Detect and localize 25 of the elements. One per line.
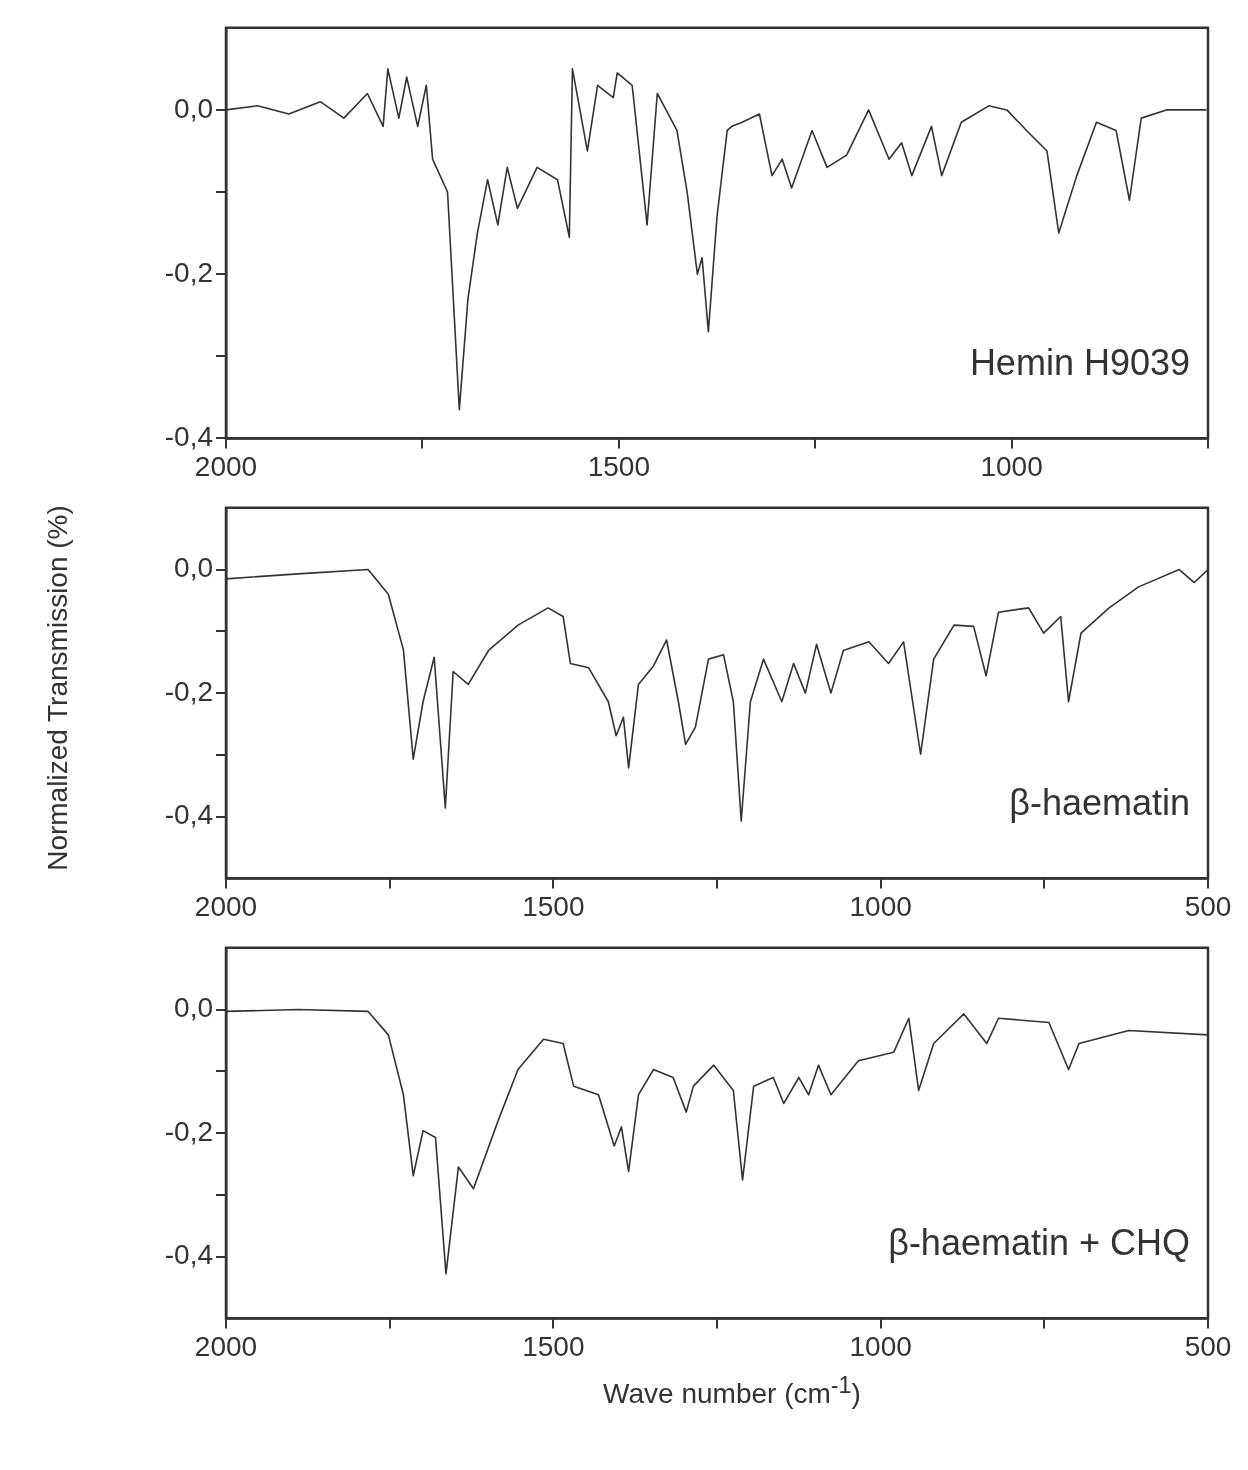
- y-tick-label: 0,0: [174, 92, 213, 124]
- x-tick-label: 1000: [849, 1330, 912, 1362]
- x-tick-label: 500: [1184, 890, 1232, 922]
- y-tick-label: -0,2: [164, 1115, 213, 1147]
- y-tick-label: -0,2: [164, 675, 213, 707]
- x-tick-label: 1500: [587, 450, 650, 482]
- x-tick-label: 500: [1184, 1330, 1232, 1362]
- y-tick-label: 0,0: [174, 552, 213, 584]
- annotation: β-haematin + CHQ: [888, 1222, 1190, 1264]
- y-tick-label: -0,2: [164, 256, 213, 288]
- x-axis-title: Wave number (cm$^{-1}$): [602, 1372, 862, 1411]
- y-tick-label: -0,4: [164, 421, 213, 453]
- x-tick-label: 1500: [522, 1330, 585, 1362]
- x-tick-label: 1000: [980, 450, 1043, 482]
- x-tick-label: 1500: [522, 890, 585, 922]
- y-axis-title: Normalized Transmission (%): [42, 505, 74, 871]
- y-tick-label: -0,4: [164, 1239, 213, 1271]
- x-tick-label: 1000: [849, 890, 912, 922]
- x-tick-label: 2000: [194, 1330, 258, 1362]
- y-tick-label: -0,4: [164, 799, 213, 831]
- y-tick-label: 0,0: [174, 992, 213, 1024]
- x-tick-label: 2000: [194, 450, 258, 482]
- annotation: β-haematin: [1009, 782, 1190, 824]
- x-tick-label: 2000: [194, 890, 258, 922]
- annotation: Hemin H9039: [969, 342, 1190, 384]
